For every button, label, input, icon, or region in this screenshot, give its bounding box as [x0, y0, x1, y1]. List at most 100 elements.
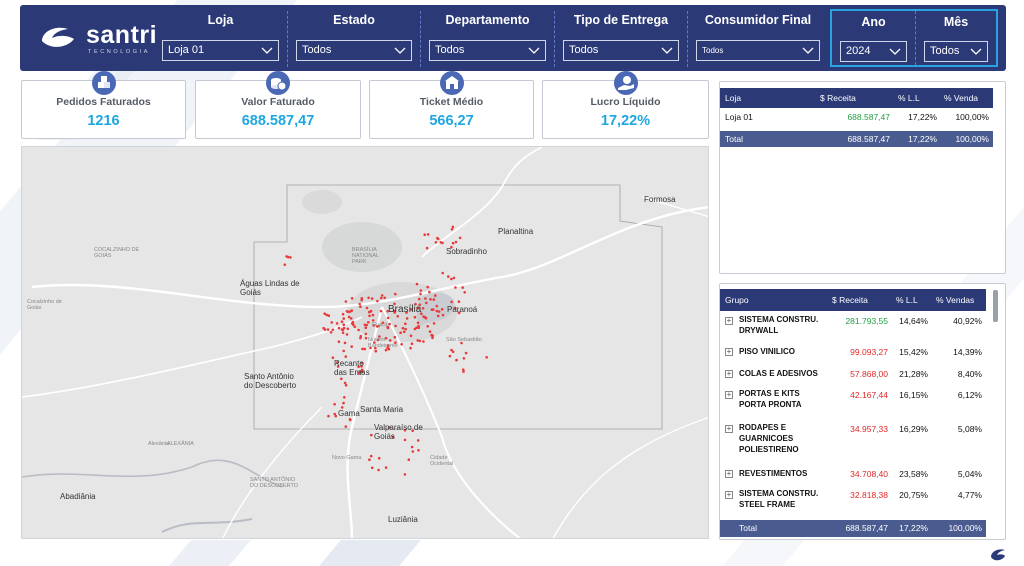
sale-marker[interactable]: [463, 291, 467, 294]
sale-marker[interactable]: [373, 341, 376, 344]
sale-marker[interactable]: [370, 297, 374, 300]
sale-marker[interactable]: [426, 233, 430, 236]
sale-marker[interactable]: [419, 289, 423, 292]
sale-marker[interactable]: [369, 346, 372, 350]
sale-marker[interactable]: [365, 306, 369, 310]
sale-marker[interactable]: [401, 326, 405, 330]
sale-marker[interactable]: [323, 312, 327, 315]
sale-marker[interactable]: [393, 302, 396, 306]
sale-marker[interactable]: [451, 225, 455, 229]
sale-marker[interactable]: [422, 340, 425, 343]
expand-icon[interactable]: +: [725, 390, 733, 399]
sale-marker[interactable]: [420, 312, 423, 315]
sale-marker[interactable]: [333, 402, 336, 406]
sale-marker[interactable]: [417, 324, 420, 328]
sale-marker[interactable]: [378, 335, 381, 338]
column-header-ll[interactable]: % L.L: [896, 295, 918, 305]
sale-marker[interactable]: [360, 297, 364, 300]
sale-marker[interactable]: [435, 309, 439, 313]
departamento-dropdown[interactable]: Todos: [429, 40, 546, 61]
expand-icon[interactable]: +: [725, 424, 733, 433]
column-header-vendas[interactable]: % Vendas: [936, 295, 975, 305]
sale-marker[interactable]: [367, 310, 371, 314]
sale-marker[interactable]: [342, 349, 346, 353]
sale-marker[interactable]: [344, 425, 348, 428]
sale-marker[interactable]: [409, 308, 413, 311]
sale-marker[interactable]: [367, 321, 370, 324]
sale-marker[interactable]: [359, 336, 362, 340]
sale-marker[interactable]: [337, 326, 341, 330]
sale-marker[interactable]: [381, 321, 385, 325]
sale-marker[interactable]: [418, 303, 422, 307]
sale-marker[interactable]: [333, 412, 337, 416]
sale-marker[interactable]: [344, 355, 348, 358]
mes-dropdown[interactable]: Todos: [924, 41, 988, 62]
sale-marker[interactable]: [426, 325, 430, 328]
sale-marker[interactable]: [361, 347, 364, 351]
sale-marker[interactable]: [419, 292, 422, 296]
sale-marker[interactable]: [342, 317, 346, 320]
sale-marker[interactable]: [451, 350, 455, 354]
sale-marker[interactable]: [358, 302, 362, 306]
sale-marker[interactable]: [448, 354, 452, 358]
table-row[interactable]: + SISTEMA CONSTRU. STEEL FRAME 32.818,38…: [720, 488, 986, 514]
sale-marker[interactable]: [409, 346, 412, 350]
expand-icon[interactable]: +: [725, 369, 733, 378]
sale-marker[interactable]: [347, 315, 351, 319]
sale-marker[interactable]: [350, 297, 354, 300]
sale-marker[interactable]: [404, 327, 407, 331]
sale-marker[interactable]: [374, 346, 377, 350]
sale-marker[interactable]: [403, 438, 407, 442]
sale-marker[interactable]: [367, 296, 370, 300]
sale-marker[interactable]: [428, 290, 431, 294]
sale-marker[interactable]: [335, 322, 339, 325]
sale-marker[interactable]: [350, 322, 354, 325]
sale-marker[interactable]: [432, 322, 436, 325]
sale-marker[interactable]: [485, 356, 489, 359]
sale-marker[interactable]: [464, 351, 468, 355]
column-header-loja[interactable]: Loja: [725, 93, 742, 103]
sale-marker[interactable]: [436, 314, 440, 318]
sale-marker[interactable]: [437, 310, 441, 313]
expand-icon[interactable]: +: [725, 316, 733, 325]
sale-marker[interactable]: [462, 357, 466, 360]
sale-marker[interactable]: [350, 345, 354, 348]
sale-marker[interactable]: [386, 346, 389, 349]
sale-marker[interactable]: [405, 317, 409, 320]
sale-marker[interactable]: [441, 271, 445, 275]
sale-marker[interactable]: [386, 344, 390, 347]
sale-marker[interactable]: [357, 365, 360, 368]
sale-marker[interactable]: [342, 323, 346, 326]
sale-marker[interactable]: [436, 237, 440, 241]
sale-marker[interactable]: [368, 314, 371, 318]
sale-marker[interactable]: [400, 343, 403, 346]
sale-marker[interactable]: [418, 339, 422, 343]
column-header-receita[interactable]: $ Receita: [820, 93, 856, 103]
group-table-scrollbar[interactable]: [993, 290, 998, 322]
sale-marker[interactable]: [346, 327, 350, 331]
sale-marker[interactable]: [410, 342, 414, 345]
sale-marker[interactable]: [441, 313, 445, 317]
sale-marker[interactable]: [336, 361, 339, 364]
sale-marker[interactable]: [343, 396, 346, 399]
sale-marker[interactable]: [452, 276, 456, 280]
sale-marker[interactable]: [361, 370, 364, 373]
sale-marker[interactable]: [394, 341, 397, 344]
sale-marker[interactable]: [369, 309, 373, 313]
sale-marker[interactable]: [403, 473, 407, 476]
sale-marker[interactable]: [349, 317, 353, 320]
sale-marker[interactable]: [370, 466, 374, 470]
sale-marker[interactable]: [415, 326, 418, 330]
sale-marker[interactable]: [371, 319, 375, 322]
sale-marker[interactable]: [440, 308, 444, 311]
sale-marker[interactable]: [380, 294, 384, 297]
sale-marker[interactable]: [417, 297, 421, 301]
expand-icon[interactable]: +: [725, 490, 733, 499]
sale-marker[interactable]: [343, 341, 347, 345]
sale-marker[interactable]: [364, 326, 368, 329]
sale-marker[interactable]: [372, 324, 376, 327]
sale-marker[interactable]: [450, 245, 453, 249]
sale-marker[interactable]: [340, 320, 344, 323]
sale-marker[interactable]: [364, 336, 368, 340]
sale-marker[interactable]: [416, 439, 420, 442]
